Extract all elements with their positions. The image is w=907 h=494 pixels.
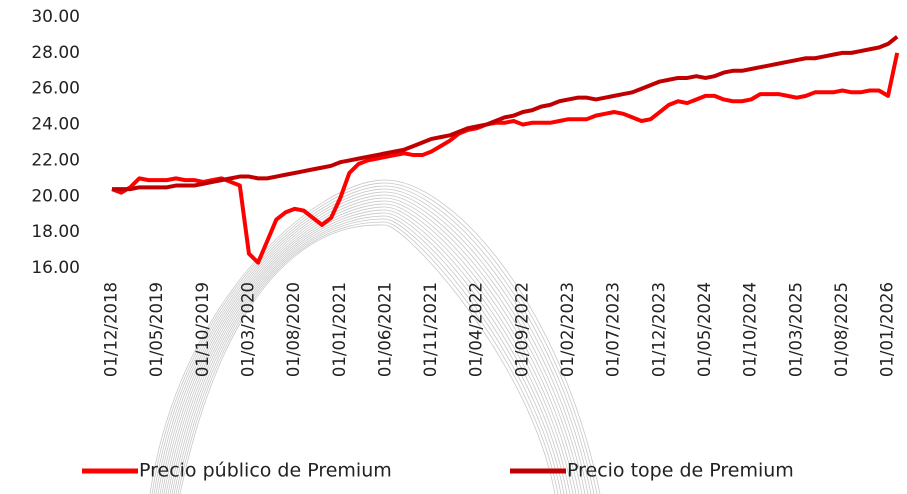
decor <box>172 213 567 494</box>
y-tick-label: 30.00 <box>31 7 80 27</box>
y-tick-label: 26.00 <box>31 79 80 99</box>
legend-label: Precio tope de Premium <box>567 460 794 482</box>
x-tick-label: 01/05/2019 <box>147 282 166 377</box>
decor <box>180 225 555 494</box>
page: {"chart_data": { "type": "line", "catego… <box>0 0 907 494</box>
x-tick-label: 01/03/2020 <box>238 282 257 377</box>
series-line <box>112 53 897 263</box>
legend-label: Precio público de Premium <box>139 460 392 482</box>
decor <box>170 210 570 494</box>
y-tick-label: 20.00 <box>31 186 80 206</box>
x-tick-label: 01/08/2025 <box>832 282 851 377</box>
y-tick-label: 28.00 <box>31 43 80 63</box>
x-tick-label: 01/11/2021 <box>421 282 440 377</box>
x-tick-label: 01/12/2018 <box>102 282 121 377</box>
y-tick-label: 16.00 <box>31 258 80 278</box>
x-tick-label: 01/10/2019 <box>193 282 212 377</box>
y-tick-label: 22.00 <box>31 150 80 170</box>
x-tick-label: 01/01/2026 <box>878 282 897 377</box>
x-tick-label: 01/09/2022 <box>512 282 531 377</box>
x-tick-label: 01/05/2024 <box>695 282 714 377</box>
y-tick-label: 18.00 <box>31 222 80 242</box>
x-tick-label: 01/06/2021 <box>375 282 394 377</box>
x-tick-label: 01/01/2021 <box>330 282 349 377</box>
series-line <box>112 37 897 189</box>
decor <box>174 216 564 494</box>
x-tick-label: 01/03/2025 <box>786 282 805 377</box>
x-tick-label: 01/10/2024 <box>741 282 760 377</box>
chart: 16.00 18.00 20.00 22.00 24.00 26.00 28.00 30.00… <box>0 0 907 494</box>
y-tick-label: 24.00 <box>31 115 80 135</box>
x-tick-label: 01/02/2023 <box>558 282 577 377</box>
x-tick-label: 01/07/2023 <box>604 282 623 377</box>
x-tick-label: 01/08/2020 <box>284 282 303 377</box>
x-tick-label: 01/12/2023 <box>649 282 668 377</box>
x-tick-label: 01/04/2022 <box>467 282 486 377</box>
